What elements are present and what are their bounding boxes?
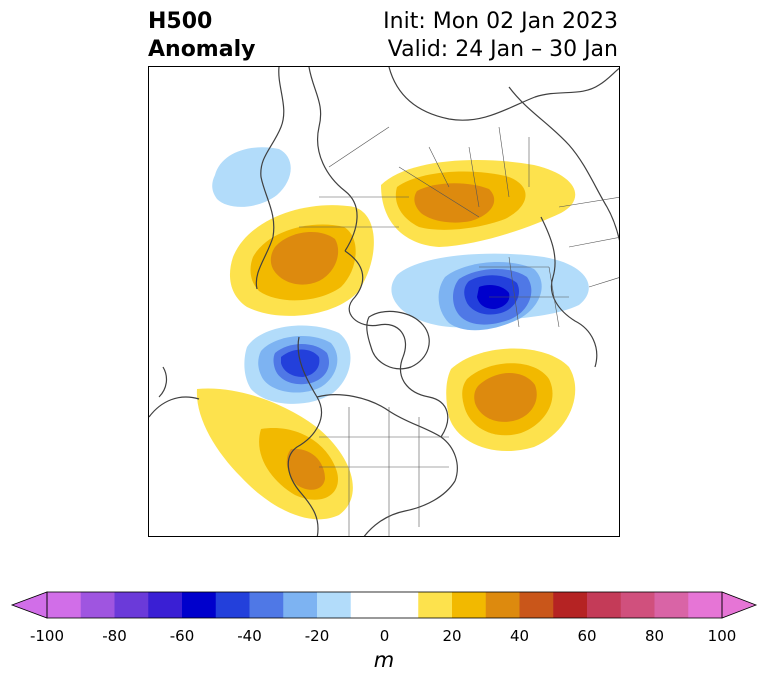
colorbar-segment: [519, 592, 554, 618]
colorbar-segment: [350, 592, 385, 618]
colorbar-tick-label: 80: [644, 627, 665, 645]
colorbar-segment: [148, 592, 183, 618]
colorbar-segment: [485, 592, 520, 618]
colorbar-tick-label: 100: [707, 627, 737, 645]
colorbar-unit-label: m: [373, 648, 395, 672]
colorbar-segment: [384, 592, 419, 618]
missing-data-patch: [149, 287, 159, 319]
title-field: Anomaly: [148, 37, 256, 62]
anomaly-north-atlantic-ridge: [446, 348, 576, 452]
anomaly-western-us-ridge: [196, 388, 353, 520]
anomaly-siberia-ridge: [229, 205, 374, 316]
colorbar-segment: [114, 592, 149, 618]
colorbar-segment: [317, 592, 352, 618]
title-right: Init: Mon 02 Jan 2023 Valid: 24 Jan – 30…: [383, 8, 618, 64]
map-panel: [148, 66, 620, 537]
colorbar-segment: [80, 592, 115, 618]
colorbar-tick-label: 60: [577, 627, 597, 645]
colorbar-segment: [215, 592, 250, 618]
colorbar: [10, 591, 758, 619]
colorbar-tick-label: -100: [29, 627, 65, 645]
colorbar-tick-label: 20: [442, 627, 462, 645]
anomaly-gulf-of-alaska-trough: [244, 325, 351, 404]
colorbar-segment: [182, 592, 217, 618]
political-borders: [299, 126, 619, 536]
colorbar-segment: [587, 592, 622, 618]
colorbar-segment: [654, 592, 689, 618]
colorbar-tick-label: -20: [304, 627, 330, 645]
valid-range: Valid: 24 Jan – 30 Jan: [387, 37, 618, 62]
colorbar-extend-high: [721, 591, 758, 619]
colorbar-segment: [620, 592, 655, 618]
title-variable: H500: [148, 9, 213, 34]
anomaly-far-east-trough: [212, 147, 291, 207]
colorbar-segment: [47, 592, 82, 618]
colorbar-tick-label: 0: [379, 627, 390, 645]
anomaly-map: [149, 67, 619, 536]
colorbar-segment: [283, 592, 318, 618]
colorbar-outline: [46, 591, 723, 619]
colorbar-tick-labels: -100 -80 -60 -40 -20 0 20 40 60 80 100: [0, 627, 768, 647]
colorbar-segment: [418, 592, 453, 618]
colorbar-segment: [553, 592, 588, 618]
colorbar-segments: [47, 592, 723, 618]
colorbar-tick-label: -40: [237, 627, 262, 645]
anomaly-europe-trough: [391, 253, 589, 331]
colorbar-segment: [249, 592, 284, 618]
colorbar-tick-label: -60: [169, 627, 195, 645]
title-left: H500 Anomaly: [148, 8, 255, 64]
colorbar-tick-label: 40: [509, 627, 530, 645]
colorbar-segment: [688, 592, 723, 618]
init-time: Init: Mon 02 Jan 2023: [383, 9, 618, 34]
colorbar-extend-low: [10, 591, 48, 619]
coastlines: [149, 67, 619, 536]
colorbar-tick-label: -80: [102, 627, 127, 645]
colorbar-segment: [452, 592, 487, 618]
